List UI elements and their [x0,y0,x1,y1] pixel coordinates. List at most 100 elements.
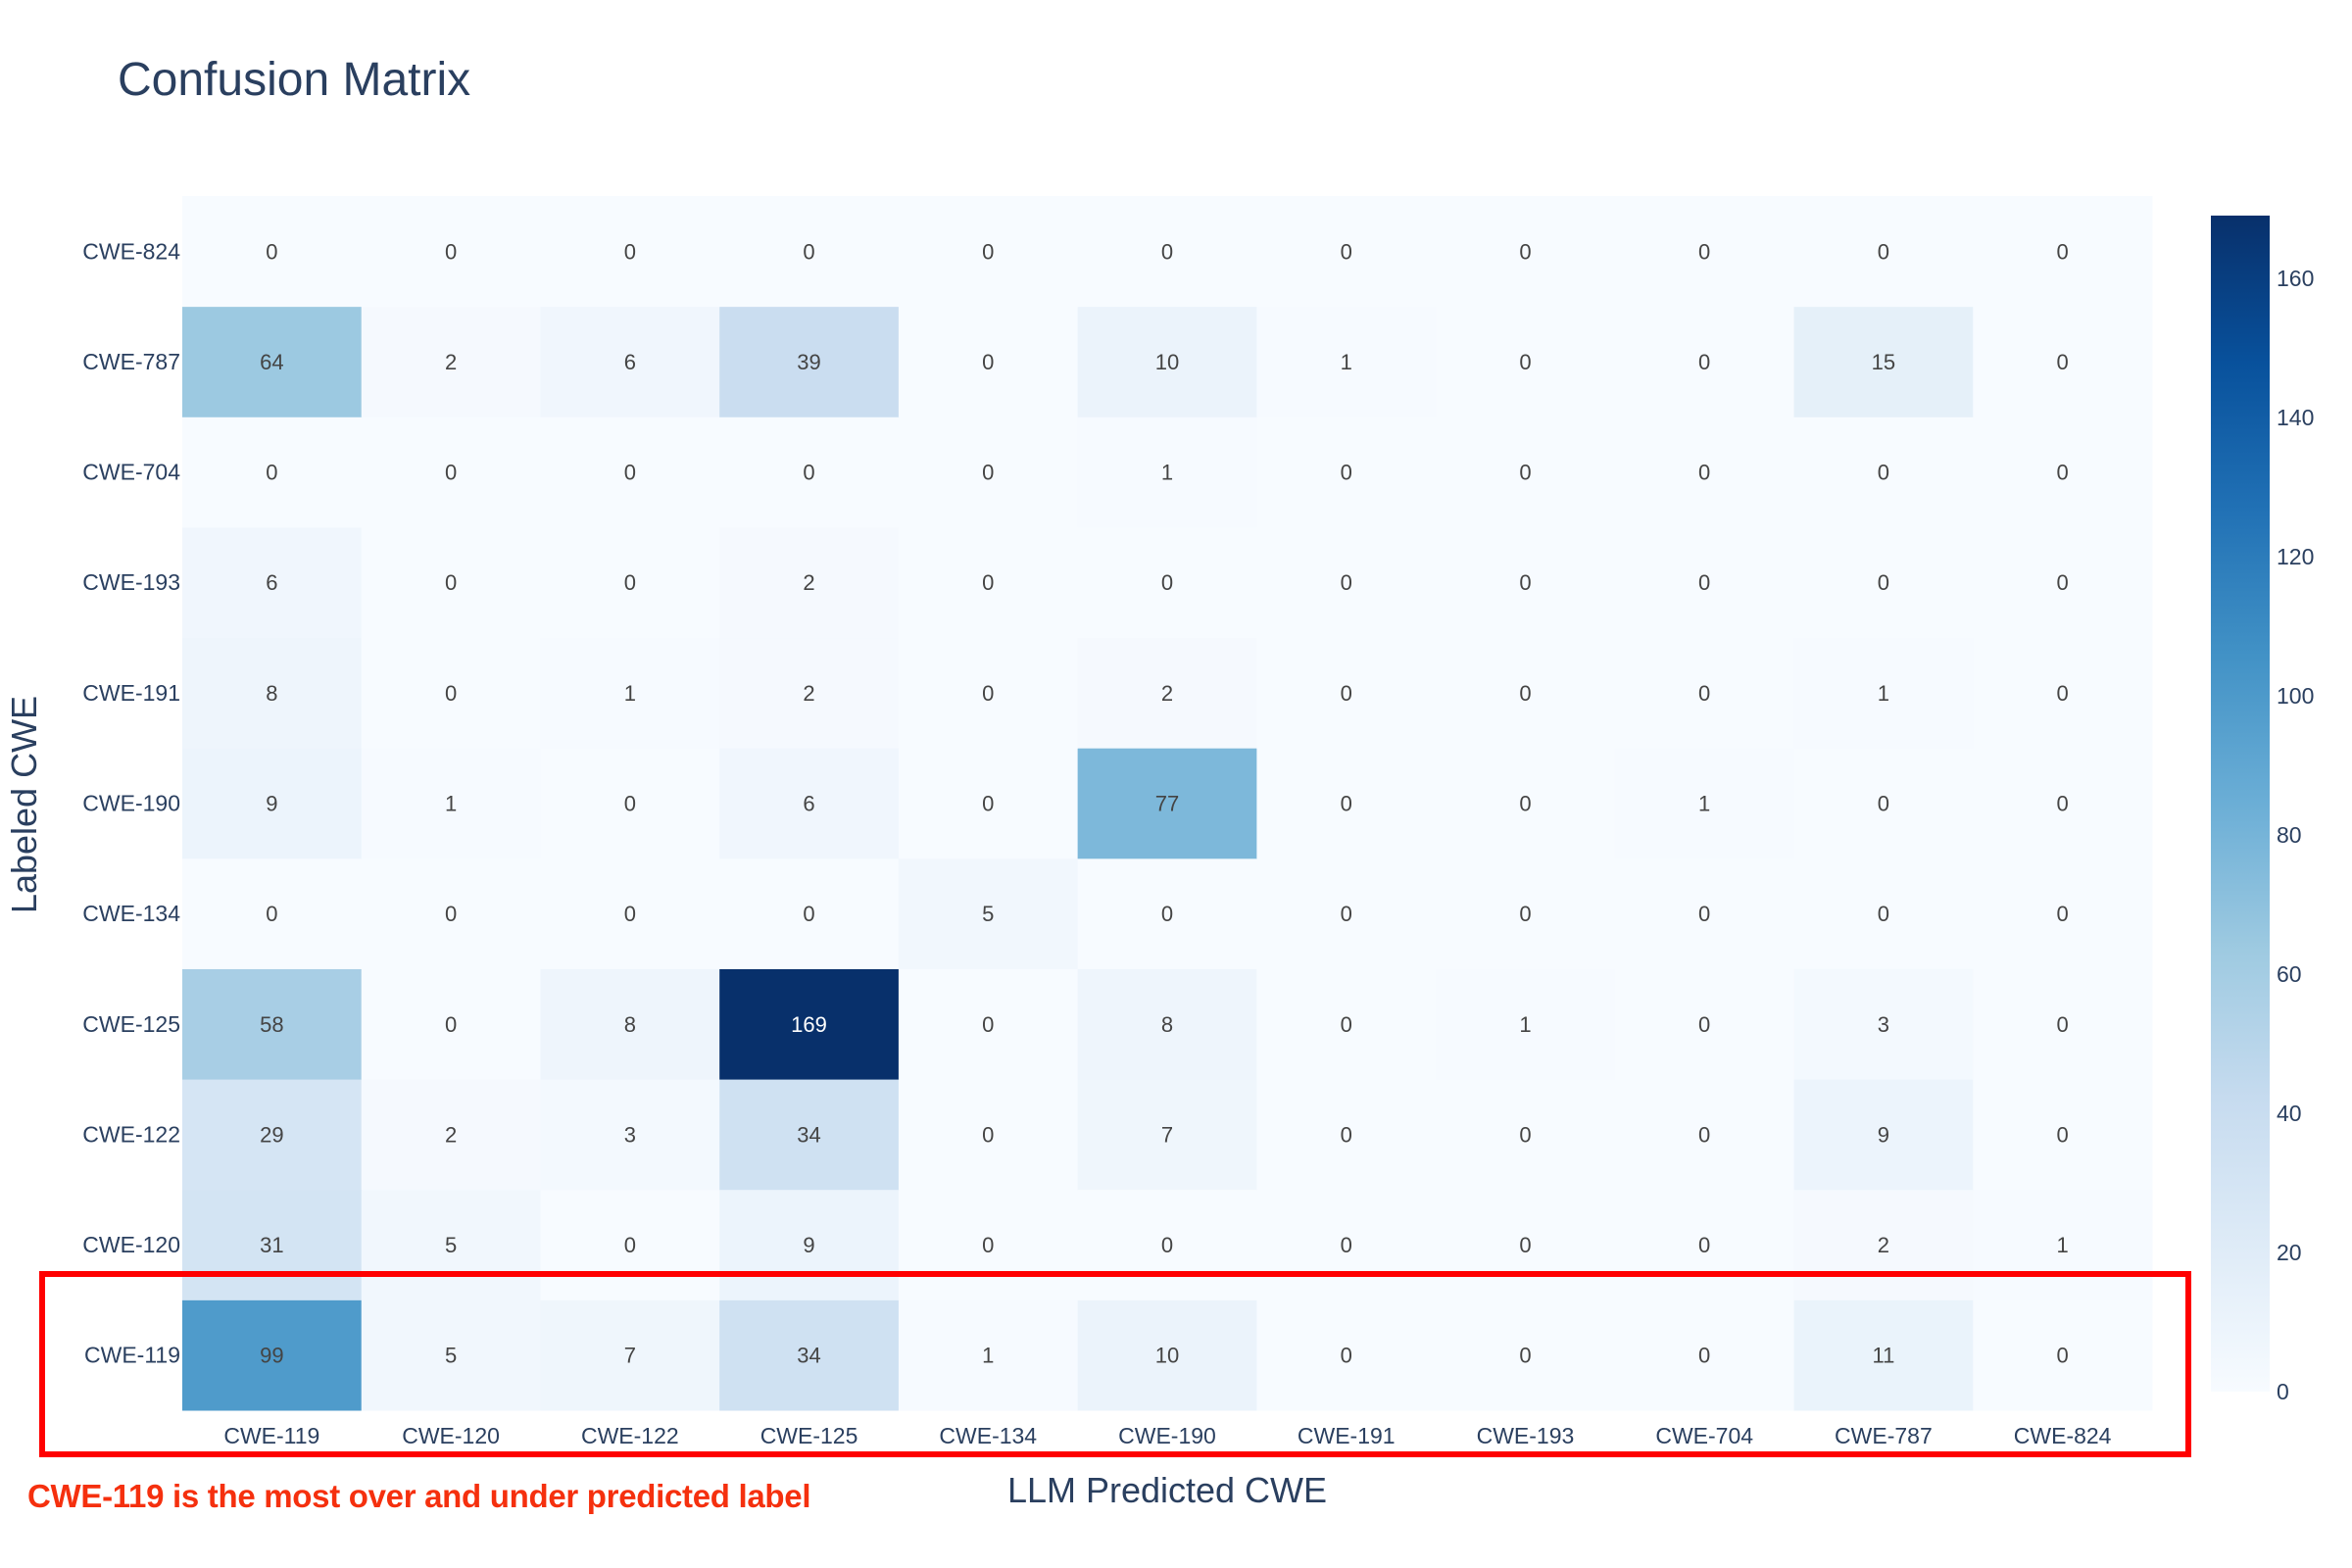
heatmap-cell [719,748,900,859]
heatmap-cell [1436,416,1616,528]
heatmap-cell [361,858,541,969]
heatmap-cell [182,1079,363,1191]
heatmap-cell [719,968,900,1080]
heatmap-cell [1614,748,1795,859]
heatmap-cell [1077,196,1257,308]
cell-value-label: 5 [445,1344,457,1368]
heatmap-cell [1256,1079,1437,1191]
heatmap-cell [719,1189,900,1300]
cell-value-label: 0 [1161,1233,1173,1257]
heatmap-cell [1973,196,2153,308]
heatmap-cell [1793,748,1974,859]
cell-value-label: 0 [1341,570,1352,595]
heatmap-cell [1256,526,1437,639]
y-tick-label: CWE-824 [82,238,180,264]
heatmap-cell [898,1079,1079,1191]
heatmap-cell [1256,416,1437,528]
heatmap-cell [182,306,363,417]
cell-value-label: 2 [1878,1233,1889,1257]
cell-value-label: 0 [1519,681,1531,706]
colorbar-tick-label: 120 [2277,544,2314,569]
colorbar-tick-label: 100 [2277,683,2314,709]
y-tick-label: CWE-122 [82,1121,180,1147]
heatmap-cell [1256,637,1437,749]
cell-value-label: 0 [624,1233,636,1257]
x-tick-label: CWE-134 [939,1423,1037,1448]
cell-value-label: 0 [1519,350,1531,374]
colorbar-tick-label: 20 [2277,1240,2302,1265]
cell-value-label: 0 [1161,239,1173,264]
cell-value-label: 0 [624,239,636,264]
heatmap-cell [898,637,1079,749]
heatmap-cell [1436,306,1616,417]
cell-value-label: 0 [1341,1122,1352,1147]
heatmap-cell [1614,968,1795,1080]
heatmap-cell [1436,748,1616,859]
cell-value-label: 8 [624,1012,636,1037]
heatmap-cell [361,1299,541,1411]
cell-value-label: 0 [1519,902,1531,926]
cell-value-label: 8 [266,681,277,706]
heatmap-cell [1077,748,1257,859]
y-tick-label: CWE-787 [82,349,180,374]
cell-value-label: 77 [1155,792,1179,816]
cell-value-label: 0 [982,570,994,595]
cell-value-label: 31 [260,1233,283,1257]
heatmap-cell [1436,637,1616,749]
heatmap-cell [1793,1299,1974,1411]
cell-value-label: 3 [624,1122,636,1147]
cell-value-label: 0 [1519,239,1531,264]
cell-value-label: 0 [1341,239,1352,264]
cell-value-label: 0 [1519,792,1531,816]
cell-value-label: 1 [1161,461,1173,485]
heatmap-cell [1256,1299,1437,1411]
cell-value-label: 0 [266,461,277,485]
heatmap-cell [1436,196,1616,308]
cell-value-label: 58 [260,1012,283,1037]
cell-value-label: 0 [445,681,457,706]
heatmap-cell [1793,637,1974,749]
cell-value-label: 0 [1878,461,1889,485]
heatmap-cell [1077,1189,1257,1300]
heatmap-cell [540,306,720,417]
heatmap-cell [898,416,1079,528]
heatmap-cell [1436,968,1616,1080]
x-axis-title: LLM Predicted CWE [182,1470,2152,1511]
chart-title: Confusion Matrix [118,54,471,106]
cell-value-label: 0 [1519,1122,1531,1147]
heatmap-cell [1614,858,1795,969]
heatmap-cell [1614,306,1795,417]
heatmap-cell [898,306,1079,417]
heatmap-cell [719,1079,900,1191]
cell-value-label: 6 [803,792,814,816]
colorbar-tick-label: 140 [2277,405,2314,430]
cell-value-label: 1 [1341,350,1352,374]
cell-value-label: 0 [1341,1233,1352,1257]
heatmap-cell [1256,306,1437,417]
y-tick-label: CWE-119 [84,1343,180,1368]
heatmap-cell [1973,1079,2153,1191]
cell-value-label: 0 [1341,1012,1352,1037]
x-tick-label: CWE-824 [2014,1423,2112,1448]
heatmap-cell [1793,416,1974,528]
cell-value-label: 0 [1878,239,1889,264]
heatmap-cell [540,526,720,639]
heatmap-cell [1256,196,1437,308]
cell-value-label: 0 [1341,792,1352,816]
colorbar-tick-label: 80 [2277,822,2302,848]
heatmap-cell [1973,637,2153,749]
heatmap-cell [361,968,541,1080]
heatmap-cell [361,1189,541,1300]
cell-value-label: 0 [982,681,994,706]
heatmap-cell [540,1079,720,1191]
heatmap-cell [361,748,541,859]
heatmap-cell [719,416,900,528]
heatmap-cell [1973,748,2153,859]
cell-value-label: 39 [797,350,820,374]
heatmap-cell [1793,1079,1974,1191]
heatmap-cell [182,416,363,528]
cell-value-label: 1 [1698,792,1710,816]
heatmap-cell-labels: 99 5 7 34 1 10 0 0 0 11 031 5 0 9 0 0 0 0 0 2 129 2 3 34 0 7 0 0 0 9 0… [260,239,2069,1367]
cell-value-label: 34 [797,1344,820,1368]
cell-value-label: 1 [1878,681,1889,706]
